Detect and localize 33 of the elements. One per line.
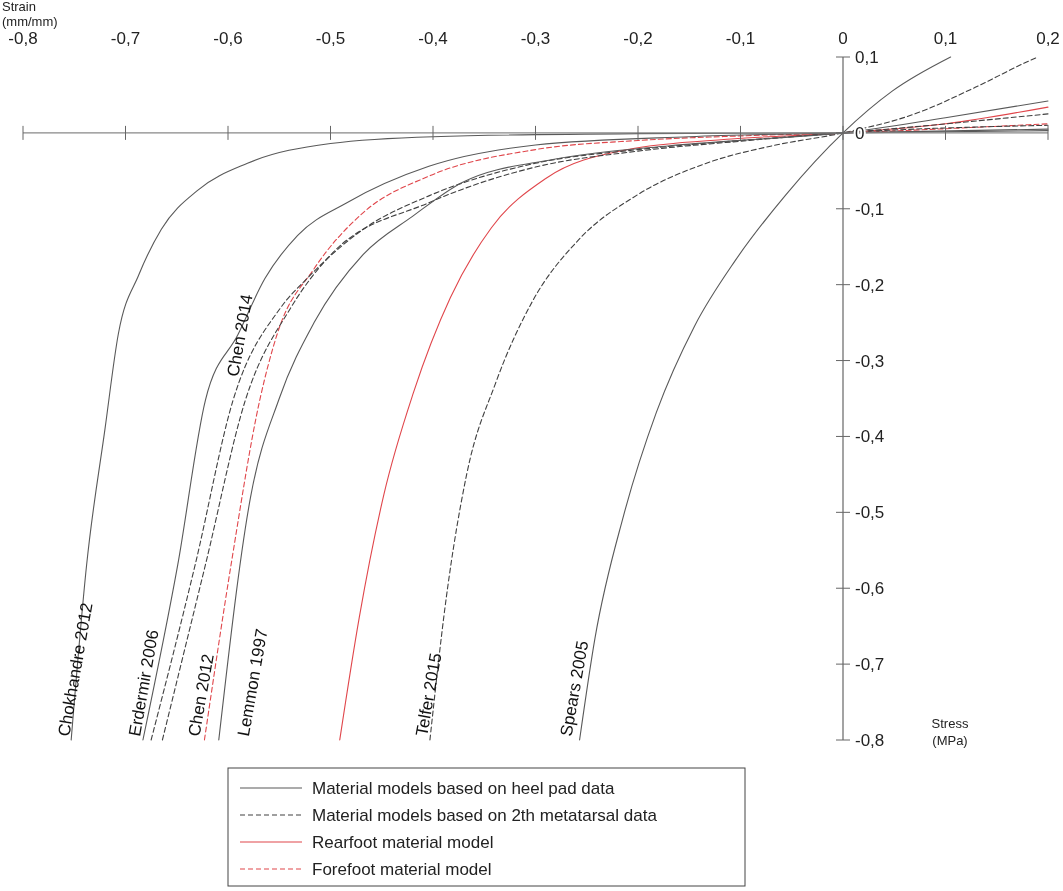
x-tick-label: -0,5 bbox=[315, 29, 346, 48]
x-tick-label: -0,4 bbox=[418, 29, 448, 48]
annotation: Chen 2014 bbox=[223, 292, 257, 378]
y-tick-label: -0,4 bbox=[855, 427, 885, 447]
x-axis-title: Strain (mm/mm) bbox=[2, 0, 58, 29]
annotation: Telfer 2015 bbox=[412, 651, 446, 738]
x-tick-label: -0,7 bbox=[110, 29, 141, 48]
y-tick-label: -0,2 bbox=[855, 275, 885, 295]
y-tick-label: -0,8 bbox=[855, 731, 885, 750]
y-tick-label: -0,3 bbox=[855, 351, 885, 371]
x-tick-label: -0,1 bbox=[725, 29, 756, 48]
x-tick-label: 0 bbox=[838, 29, 848, 48]
annotation: Lemmon 1997 bbox=[234, 627, 272, 738]
annotation: Erdermir 2006 bbox=[125, 628, 163, 738]
legend-label: Rearfoot material model bbox=[312, 833, 494, 852]
y-tick-label: -0,6 bbox=[855, 579, 885, 599]
x-tick-label: -0,8 bbox=[8, 29, 38, 48]
annotation: Chokhandre 2012 bbox=[54, 601, 97, 738]
y-axis-title: Stress (MPa) bbox=[931, 716, 969, 748]
x-tick-label: -0,6 bbox=[213, 29, 243, 48]
annotation: Spears 2005 bbox=[556, 639, 593, 738]
legend-label: Material models based on 2th metatarsal data bbox=[312, 806, 658, 825]
y-tick-label: -0,5 bbox=[855, 503, 885, 523]
y-tick-label: 0,1 bbox=[855, 48, 879, 67]
annotation: Chen 2012 bbox=[184, 652, 218, 738]
x-tick-label: -0,2 bbox=[623, 29, 653, 48]
x-tick-label: 0,2 bbox=[1036, 29, 1060, 48]
x-tick-label: -0,3 bbox=[520, 29, 551, 48]
x-tick-label: 0,1 bbox=[933, 29, 958, 48]
y-tick-label: -0,7 bbox=[855, 655, 885, 675]
legend-label: Forefoot material model bbox=[312, 860, 492, 879]
legend-label: Material models based on heel pad data bbox=[312, 779, 615, 798]
y-tick-label: -0,1 bbox=[855, 199, 885, 219]
